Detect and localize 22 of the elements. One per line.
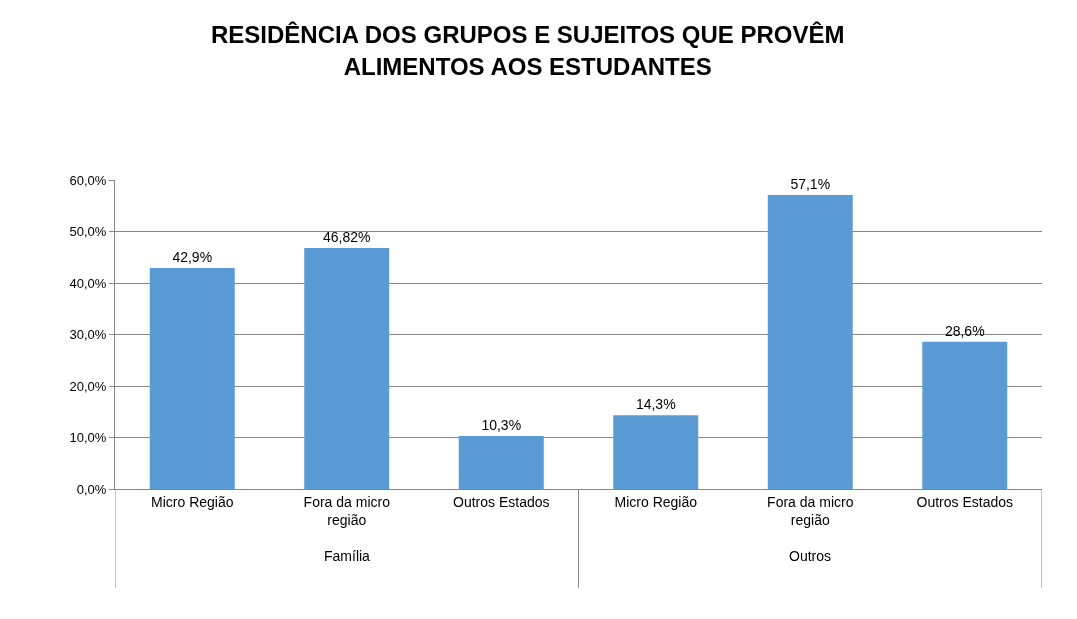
data-label: 46,82% — [323, 228, 371, 245]
y-tick-label: 10,0% — [69, 430, 107, 446]
x-tick-label: Micro Região — [151, 493, 234, 510]
x-tick-label: Fora da micro região — [767, 493, 854, 528]
y-tick-label: 0,0% — [76, 481, 107, 497]
x-tick-label: Outros Estados — [916, 493, 1013, 510]
text: Outros — [789, 548, 832, 564]
data-label: 28,6% — [944, 322, 985, 339]
data-label: 10,3% — [481, 416, 522, 433]
data-label: 57,1% — [790, 175, 831, 192]
data-label: 14,3% — [635, 396, 676, 413]
text: Família — [324, 548, 371, 564]
y-tick-label: 60,0% — [69, 172, 107, 188]
y-tick-label: 20,0% — [69, 378, 107, 394]
x-tick-label: Outros Estados — [453, 493, 550, 510]
y-tick-label: 40,0% — [69, 275, 107, 291]
y-tick-label: 30,0% — [69, 327, 107, 343]
chart-title: RESIDÊNCIA DOS GRUPOS E SUJEITOS QUE PROVÊM ALIMENTOS AOS ESTUDANTES — [211, 21, 845, 80]
y-tick-label: 50,0% — [69, 224, 107, 240]
data-label: 42,9% — [172, 249, 213, 266]
x-tick-label: Fora da micro região — [303, 493, 391, 528]
x-tick-label: Micro Região — [614, 493, 698, 510]
